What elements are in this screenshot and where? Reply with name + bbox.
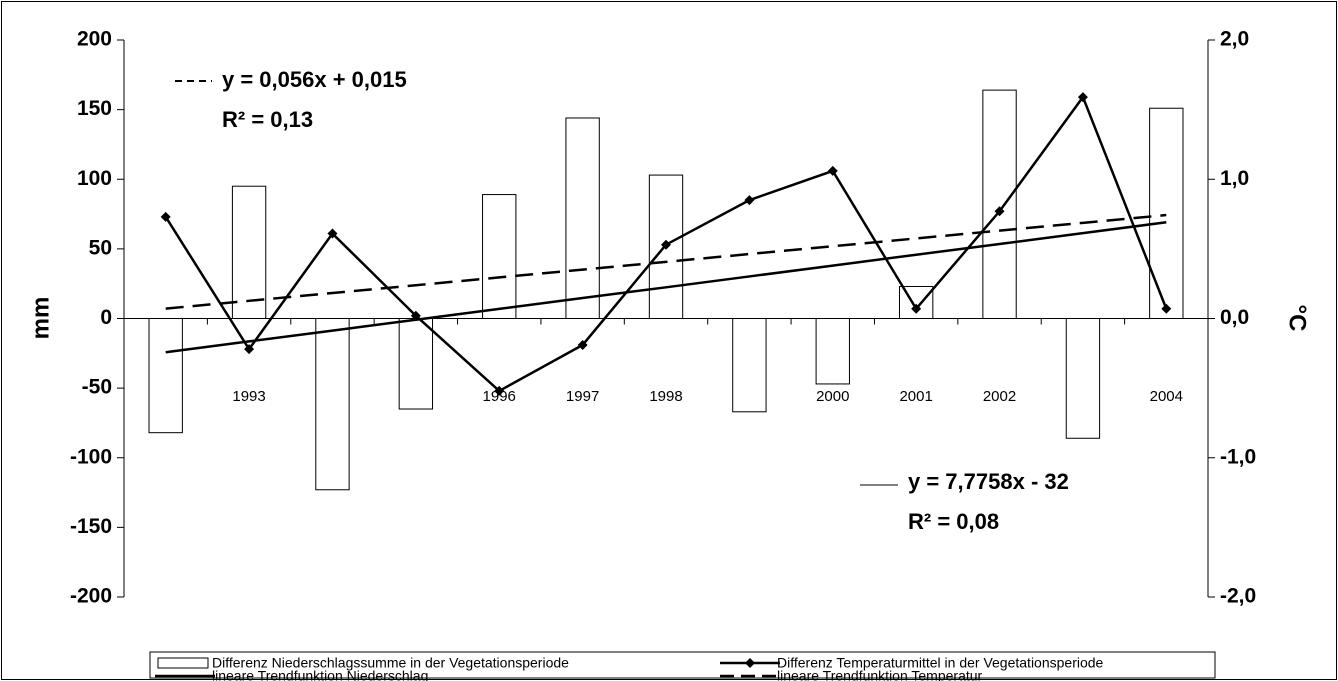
bar [815, 318, 850, 385]
bar [482, 194, 517, 320]
bar [398, 318, 434, 410]
marker [827, 165, 838, 176]
annotation: y = 0,056x + 0,015 [222, 67, 407, 92]
x-tick-label: 2000 [816, 388, 849, 405]
marker [1077, 92, 1088, 103]
y-tick-label: 150 [77, 97, 112, 120]
marker [327, 228, 338, 239]
marker [160, 211, 171, 222]
annotation: R² = 0,08 [908, 509, 999, 534]
bar [982, 89, 1017, 319]
y2-axis-title: °C [1284, 305, 1311, 332]
y-tick-label: -50 [82, 376, 112, 399]
x-tick-label: 2001 [899, 388, 932, 405]
annotation: R² = 0,13 [222, 107, 313, 132]
marker [244, 344, 255, 355]
marker [744, 195, 755, 206]
legend [149, 651, 1216, 679]
y-tick-label: -100 [70, 445, 112, 468]
x-tick-label: 1997 [566, 388, 599, 405]
line [165, 221, 1167, 354]
marker [577, 339, 588, 350]
x-tick-label: 1993 [232, 388, 265, 405]
y2-tick-label: -2,0 [1220, 585, 1256, 608]
y-axis-title: mm [27, 297, 54, 340]
annotation: y = 7,7758x - 32 [908, 469, 1069, 494]
y-tick-label: 0 [100, 306, 112, 329]
legend-key [157, 657, 209, 669]
legend-label: Differenz Niederschlagssumme in der Vege… [212, 655, 569, 671]
bar [565, 117, 600, 320]
legend-label: lineare Trendfunktion Temperatur [777, 668, 983, 681]
marker [994, 206, 1005, 217]
marker [911, 303, 922, 314]
x-tick-label: 1998 [649, 388, 682, 405]
legend-label: Differenz Temperaturmittel in der Vegeta… [777, 655, 1104, 671]
marker [1161, 303, 1172, 314]
y-tick-label: 200 [77, 28, 112, 51]
bar [315, 318, 350, 491]
legend-marker [745, 658, 755, 668]
bar [732, 318, 767, 413]
line [165, 213, 1167, 310]
y2-tick-label: 1,0 [1220, 167, 1249, 190]
y2-tick-label: 2,0 [1220, 28, 1249, 51]
bar [231, 185, 267, 319]
y-tick-label: -150 [70, 515, 112, 538]
bar [148, 318, 183, 434]
bar [1065, 318, 1101, 439]
y2-tick-label: 0,0 [1220, 306, 1249, 329]
y-tick-label: -200 [70, 585, 112, 608]
x-tick-label: 2004 [1150, 388, 1183, 405]
y2-tick-label: -1,0 [1220, 445, 1256, 468]
y-tick-label: 50 [89, 236, 112, 259]
x-tick-label: 2002 [983, 388, 1016, 405]
marker [494, 385, 505, 396]
legend-label: lineare Trendfunktion Niederschlag [212, 668, 428, 681]
x-tick-label: 1996 [483, 388, 516, 405]
marker [661, 239, 671, 250]
bar [1149, 107, 1184, 319]
y-tick-label: 100 [77, 167, 112, 190]
